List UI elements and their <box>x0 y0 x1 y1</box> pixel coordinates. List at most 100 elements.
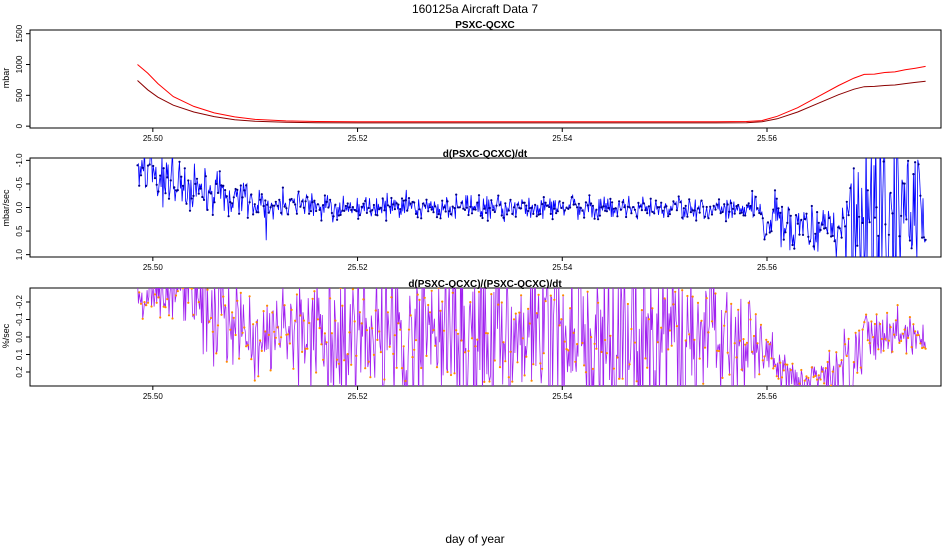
series-point <box>139 302 143 305</box>
series-point <box>834 392 836 394</box>
series-point <box>916 258 918 260</box>
series-point <box>784 363 787 366</box>
series-point <box>369 210 372 213</box>
series-point <box>754 195 757 198</box>
series-point <box>260 349 263 352</box>
series-point <box>197 301 200 304</box>
series-point <box>234 187 237 191</box>
series-point <box>831 234 834 237</box>
series-point <box>259 198 262 201</box>
series-point <box>180 288 183 289</box>
series-point <box>453 207 456 210</box>
series-point <box>442 329 446 332</box>
series-point <box>749 204 752 208</box>
series-point <box>374 213 377 216</box>
series-point <box>777 377 780 380</box>
series-point <box>304 200 307 203</box>
series-point <box>891 350 894 353</box>
series-point <box>330 332 333 335</box>
series-point <box>714 292 717 295</box>
series-point <box>199 279 201 281</box>
series-point <box>346 353 349 356</box>
series-point <box>789 368 792 372</box>
y-tick-label: 0.2 <box>15 366 24 378</box>
series-point <box>653 212 656 215</box>
series-point <box>574 360 577 363</box>
x-tick-label: 25.56 <box>757 392 778 401</box>
series-point <box>353 320 356 323</box>
series-point <box>924 347 927 350</box>
series-point <box>345 417 347 419</box>
series-point <box>362 298 365 301</box>
series-point <box>206 288 209 291</box>
series-point <box>607 206 610 210</box>
series-point <box>747 202 750 205</box>
series-point <box>490 199 493 202</box>
series-point <box>280 336 283 339</box>
series-point <box>779 361 782 364</box>
panel-3: d(PSXC-QCXC)/(PSXC-QCXC)/dt %/sec 25.50 2… <box>1 267 942 462</box>
series-point <box>350 208 353 212</box>
series-point <box>437 288 440 289</box>
series-point <box>157 296 160 299</box>
series-point <box>371 327 374 330</box>
series-point <box>668 213 672 216</box>
series-point <box>870 152 872 154</box>
series-point <box>222 184 225 187</box>
series-point <box>765 338 768 341</box>
series-point <box>232 316 235 319</box>
series-point <box>663 297 666 300</box>
series-point <box>816 211 819 214</box>
series-point <box>830 235 833 238</box>
series-point <box>791 362 794 365</box>
series-point <box>435 216 439 219</box>
series-point <box>724 220 728 223</box>
series-point <box>595 347 598 350</box>
series-point <box>224 304 227 307</box>
series-point <box>684 204 687 207</box>
series-point <box>808 240 812 243</box>
panel-2-title: d(PSXC-QCXC)/dt <box>443 149 528 160</box>
series-point <box>320 343 323 346</box>
series-point <box>873 322 877 326</box>
series-point <box>334 203 337 206</box>
series-point <box>599 398 601 400</box>
series-point <box>703 346 707 349</box>
series-point <box>473 460 475 462</box>
series-point <box>761 217 764 220</box>
series-point <box>752 214 756 217</box>
series-point <box>491 208 495 212</box>
series-point <box>462 387 464 389</box>
series-point <box>187 301 190 304</box>
series-point <box>584 371 588 374</box>
series-point <box>544 201 547 204</box>
series-line <box>137 158 926 257</box>
series-point <box>675 325 679 328</box>
series-point <box>773 365 777 368</box>
series-point <box>626 205 630 208</box>
series-point <box>907 336 910 339</box>
series-point <box>702 205 705 208</box>
series-point <box>770 230 773 233</box>
series-point <box>662 267 664 269</box>
series-point <box>215 182 218 185</box>
series-point <box>812 245 815 248</box>
series-point <box>678 281 680 283</box>
series-point <box>576 343 579 346</box>
series-point <box>239 184 242 187</box>
series-point <box>684 339 687 342</box>
series-point <box>782 238 785 241</box>
x-tick-label: 25.56 <box>757 263 778 272</box>
series-point <box>378 208 381 211</box>
series-point <box>292 367 295 370</box>
series-point <box>670 208 673 211</box>
series-point <box>707 331 710 334</box>
series-point <box>414 212 418 215</box>
series-point <box>600 206 603 209</box>
series-point <box>257 375 260 378</box>
series-point <box>642 202 645 205</box>
series-point <box>178 283 180 285</box>
series-point <box>798 233 801 236</box>
series-point <box>437 213 440 216</box>
series-point <box>910 346 913 349</box>
